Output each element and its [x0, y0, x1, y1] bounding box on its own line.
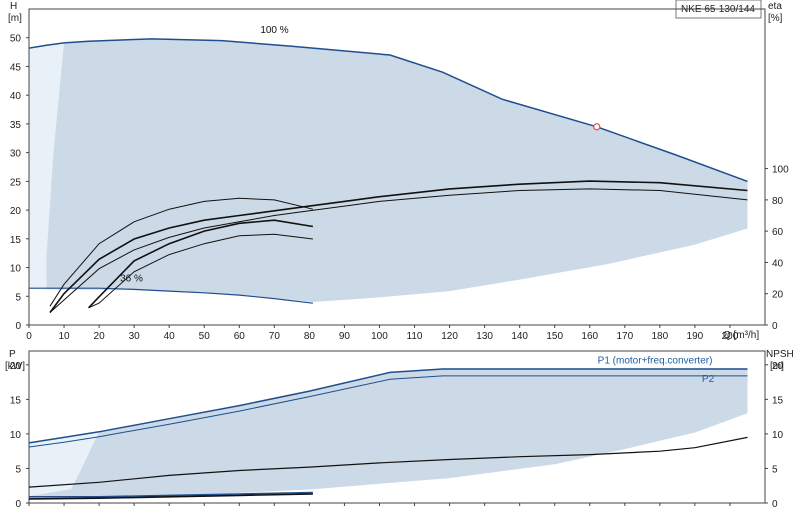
- p1-curve: [28, 368, 748, 444]
- low-power-curve: [29, 491, 313, 498]
- bottom-y2-axis-label: NPSH [m]: [766, 349, 794, 372]
- y2-tick-label: 100: [772, 165, 789, 176]
- x-tick-label: 0: [26, 331, 32, 342]
- x-tick-label: 30: [129, 331, 141, 342]
- p1-series-label: P1 (motor+freq.converter): [598, 355, 713, 366]
- y2-tick-label: 10: [772, 430, 784, 441]
- efficiency-curve: [49, 180, 748, 313]
- top-y-axis-label: H [m]: [8, 1, 22, 24]
- y-tick-label: 35: [10, 120, 22, 131]
- npsh-curve: [28, 436, 748, 488]
- p2-series-label: P2: [702, 374, 715, 385]
- duty-point-marker: [593, 123, 601, 131]
- y2-tick-label: 60: [772, 227, 784, 238]
- x-tick-label: 130: [476, 331, 493, 342]
- head-curve: [29, 287, 313, 304]
- minimum-flow-zone: [29, 431, 100, 497]
- x-tick-label: 80: [304, 331, 316, 342]
- bottom-y-axis-label: P [kW]: [5, 349, 25, 372]
- y-tick-label: 5: [15, 464, 21, 475]
- y-tick-label: 0: [15, 321, 21, 332]
- y-tick-label: 25: [10, 177, 22, 188]
- y-tick-label: 15: [10, 235, 22, 246]
- y2-tick-label: 0: [772, 499, 778, 510]
- y2-tick-label: 5: [772, 464, 778, 475]
- y2-tick-label: 20: [772, 290, 784, 301]
- x-tick-label: 140: [511, 331, 528, 342]
- y-tick-label: 50: [10, 34, 22, 45]
- x-tick-label: 110: [407, 331, 423, 342]
- x-tick-label: 60: [234, 331, 246, 342]
- head-efficiency-plot: 0 10 20 30 40 50 60 70 80 90 100 110 120 130 140 150 160…: [10, 8, 789, 342]
- x-tick-label: 20: [94, 331, 106, 342]
- y2-tick-label: 80: [772, 196, 784, 207]
- x-tick-label: 180: [652, 331, 669, 342]
- top-y2-axis-label: eta [%]: [768, 1, 783, 24]
- x-tick-label: 120: [441, 331, 458, 342]
- y-tick-label: 30: [10, 149, 22, 160]
- plot-frame: [28, 350, 766, 504]
- operating-area: [29, 368, 748, 498]
- x-tick-label: 190: [687, 331, 704, 342]
- y2-tick-label: 0: [772, 321, 778, 332]
- x-tick-label: 200: [722, 331, 739, 342]
- x-tick-label: 160: [581, 331, 598, 342]
- x-tick-label: 50: [199, 331, 211, 342]
- x-tick-label: 40: [164, 331, 176, 342]
- y-tick-label: 40: [10, 91, 22, 102]
- efficiency-curve: [88, 233, 313, 309]
- low-power-curve: [28, 493, 313, 500]
- y-tick-label: 20: [10, 361, 22, 372]
- y-tick-label: 10: [10, 264, 22, 275]
- minimum-flow-zone: [29, 42, 64, 290]
- y-tick-label: 0: [15, 499, 21, 510]
- y2-tick-label: 40: [772, 258, 784, 269]
- curve-label: 100 %: [260, 25, 288, 36]
- y-tick-label: 15: [10, 395, 22, 406]
- efficiency-curve: [88, 219, 314, 309]
- y-tick-label: 20: [10, 206, 22, 217]
- efficiency-curve: [49, 197, 314, 307]
- operating-area: [29, 38, 748, 303]
- y-tick-label: 10: [10, 430, 22, 441]
- efficiency-curve: [49, 188, 748, 313]
- top-x-axis-label: Q [m³/h]: [723, 330, 759, 341]
- y-tick-label: 5: [15, 292, 21, 303]
- y2-tick-label: 20: [772, 361, 784, 372]
- plot-frame: [28, 8, 766, 326]
- x-tick-label: 10: [58, 331, 70, 342]
- x-tick-label: 150: [546, 331, 563, 342]
- y-tick-label: 45: [10, 62, 22, 73]
- x-tick-label: 90: [339, 331, 351, 342]
- x-tick-label: 70: [269, 331, 281, 342]
- power-npsh-plot: 0 5 10 15 20 0 5 10 15 20 P1 (motor+freq.converter…: [10, 350, 784, 510]
- curve-label: 36 %: [120, 273, 143, 284]
- x-tick-label: 100: [371, 331, 388, 342]
- p2-curve: [28, 375, 748, 448]
- y2-tick-label: 15: [772, 395, 784, 406]
- x-tick-label: 170: [616, 331, 633, 342]
